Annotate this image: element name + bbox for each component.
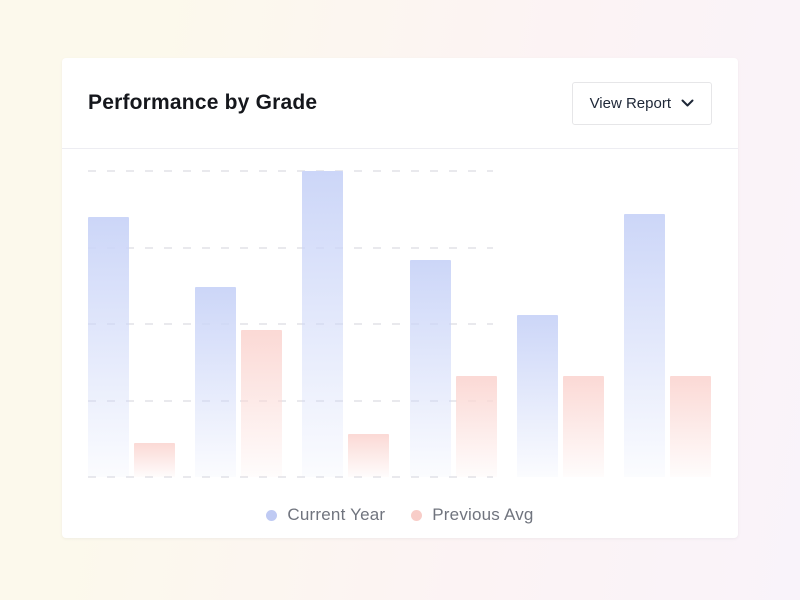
previous-avg-dot-icon [411,509,423,521]
performance-card: Performance by Grade View Report Current… [62,58,738,538]
bar-group-6 [623,171,711,477]
bar-group-5 [516,171,604,477]
legend-item-current-year: Current Year [266,505,385,525]
view-report-label: View Report [589,94,671,112]
bar-chart [88,170,711,478]
legend-label: Current Year [287,505,386,524]
gridline-75 [88,246,493,249]
bar-group-2 [195,171,283,477]
view-report-button[interactable]: View Report [571,81,712,125]
bar-previous-avg [241,330,283,477]
card-title: Performance by Grade [88,91,318,114]
chart-legend: Current Year Previous Avg [62,505,738,525]
gridline-0 [88,476,493,478]
bar-group-4 [409,171,497,477]
bar-previous-avg [669,376,711,477]
bar-previous-avg [134,443,175,477]
bar-current-year [516,314,558,477]
bar-previous-avg [348,434,390,477]
gridline-100 [88,170,493,172]
bar-group-3 [302,171,390,477]
bar-group-1 [88,171,175,477]
gridline-50 [88,323,493,325]
legend-item-previous-avg: Previous Avg [411,505,533,525]
bar-current-year [195,287,237,477]
bar-previous-avg [455,376,497,477]
current-year-dot-icon [266,509,278,521]
bar-previous-avg [562,376,604,477]
bar-current-year [302,171,344,477]
bar-current-year [88,216,129,477]
bar-groups [88,171,711,477]
legend-label: Previous Avg [432,505,534,524]
card-header: Performance by Grade View Report [62,58,738,149]
bar-current-year [409,259,451,477]
chevron-down-icon [681,99,694,107]
gridline-25 [88,399,493,402]
bar-current-year [623,213,665,477]
